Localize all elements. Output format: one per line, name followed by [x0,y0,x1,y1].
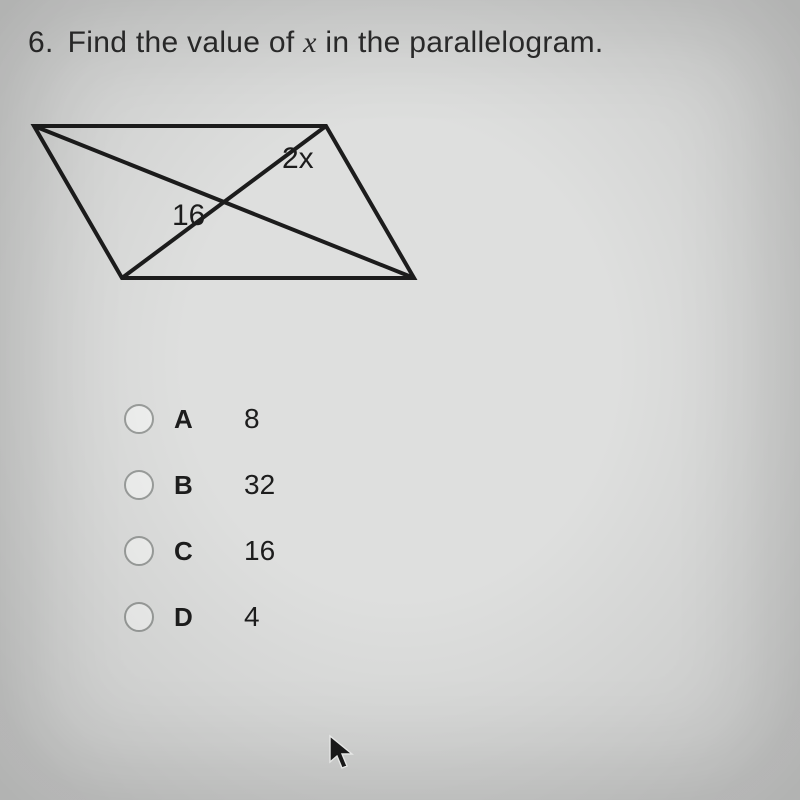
choice-value: 8 [244,403,260,435]
question-number: 6. [28,26,54,60]
radio-b[interactable] [124,470,154,500]
worksheet-page: 6. Find the value of x in the parallelog… [0,0,800,800]
question-text-before: Find the value of [68,26,304,59]
choice-value: 16 [244,535,275,567]
choice-letter: C [174,536,210,567]
diagram-svg: 2x 16 [16,108,436,298]
label-2x: 2x [282,142,314,175]
radio-a[interactable] [124,404,154,434]
question-text: Find the value of x in the parallelogram… [68,26,604,60]
label-16: 16 [172,199,205,232]
question-variable: x [303,26,317,59]
question-prompt: 6. Find the value of x in the parallelog… [28,26,772,60]
parallelogram-diagram: 2x 16 [16,108,772,303]
choice-c[interactable]: C 16 [124,535,772,567]
radio-c[interactable] [124,536,154,566]
choice-value: 32 [244,469,275,501]
choice-b[interactable]: B 32 [124,469,772,501]
choice-value: 4 [244,601,260,633]
cursor-icon [328,734,356,772]
answer-choices: A 8 B 32 C 16 D 4 [124,403,772,633]
radio-d[interactable] [124,602,154,632]
choice-d[interactable]: D 4 [124,601,772,633]
question-text-after: in the parallelogram. [317,26,604,59]
choice-letter: A [174,404,210,435]
choice-letter: D [174,602,210,633]
choice-letter: B [174,470,210,501]
choice-a[interactable]: A 8 [124,403,772,435]
